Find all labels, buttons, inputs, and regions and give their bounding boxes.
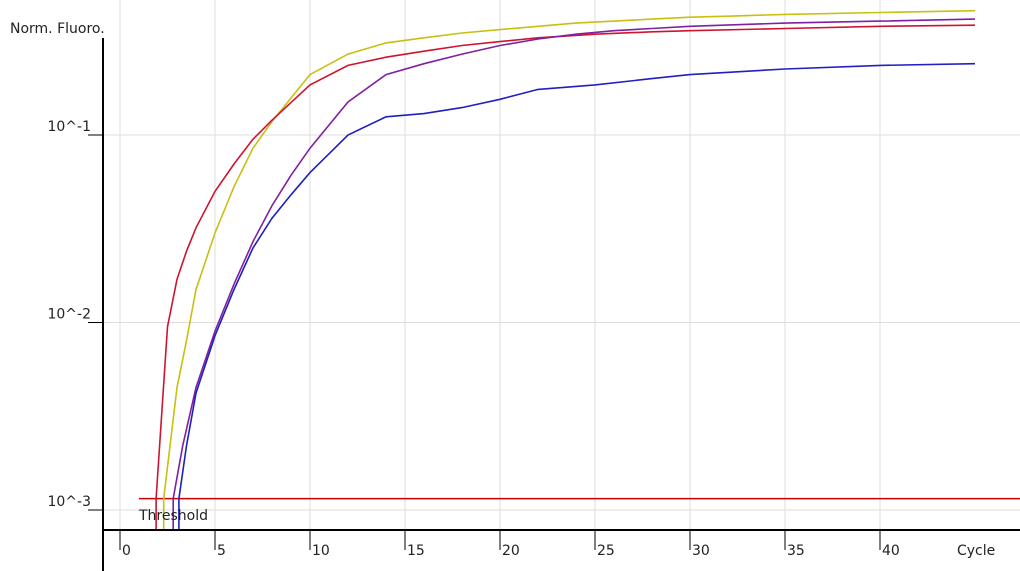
grid [103, 0, 1020, 530]
series-line-1 [162, 9, 976, 530]
series-layer [155, 9, 976, 530]
x-tick-label: 30 [692, 543, 710, 559]
series-line-4 [178, 62, 976, 530]
y-tick-label: 10^-3 [47, 494, 91, 510]
y-tick-label: 10^-2 [47, 307, 91, 323]
threshold-label: Threshold [138, 508, 208, 524]
x-tick-label: 10 [312, 543, 330, 559]
x-tick-label: 25 [597, 543, 615, 559]
x-tick-label: 40 [882, 543, 900, 559]
y-tick-label: 10^-1 [47, 119, 91, 135]
axes [102, 38, 1020, 571]
x-tick-label: 0 [122, 543, 131, 559]
series-line-3 [172, 18, 976, 530]
x-tick-label: 5 [217, 543, 226, 559]
y-axis-label: Norm. Fluoro. [10, 21, 105, 37]
series-line-2 [155, 24, 976, 530]
ticks: 0 5 10 15 20 25 30 35 40 10^-1 10^-2 10^-3 [47, 119, 899, 559]
x-tick-label: 15 [407, 543, 425, 559]
x-axis-label: Cycle [957, 543, 995, 559]
x-tick-label: 35 [787, 543, 805, 559]
x-tick-label: 20 [502, 543, 520, 559]
